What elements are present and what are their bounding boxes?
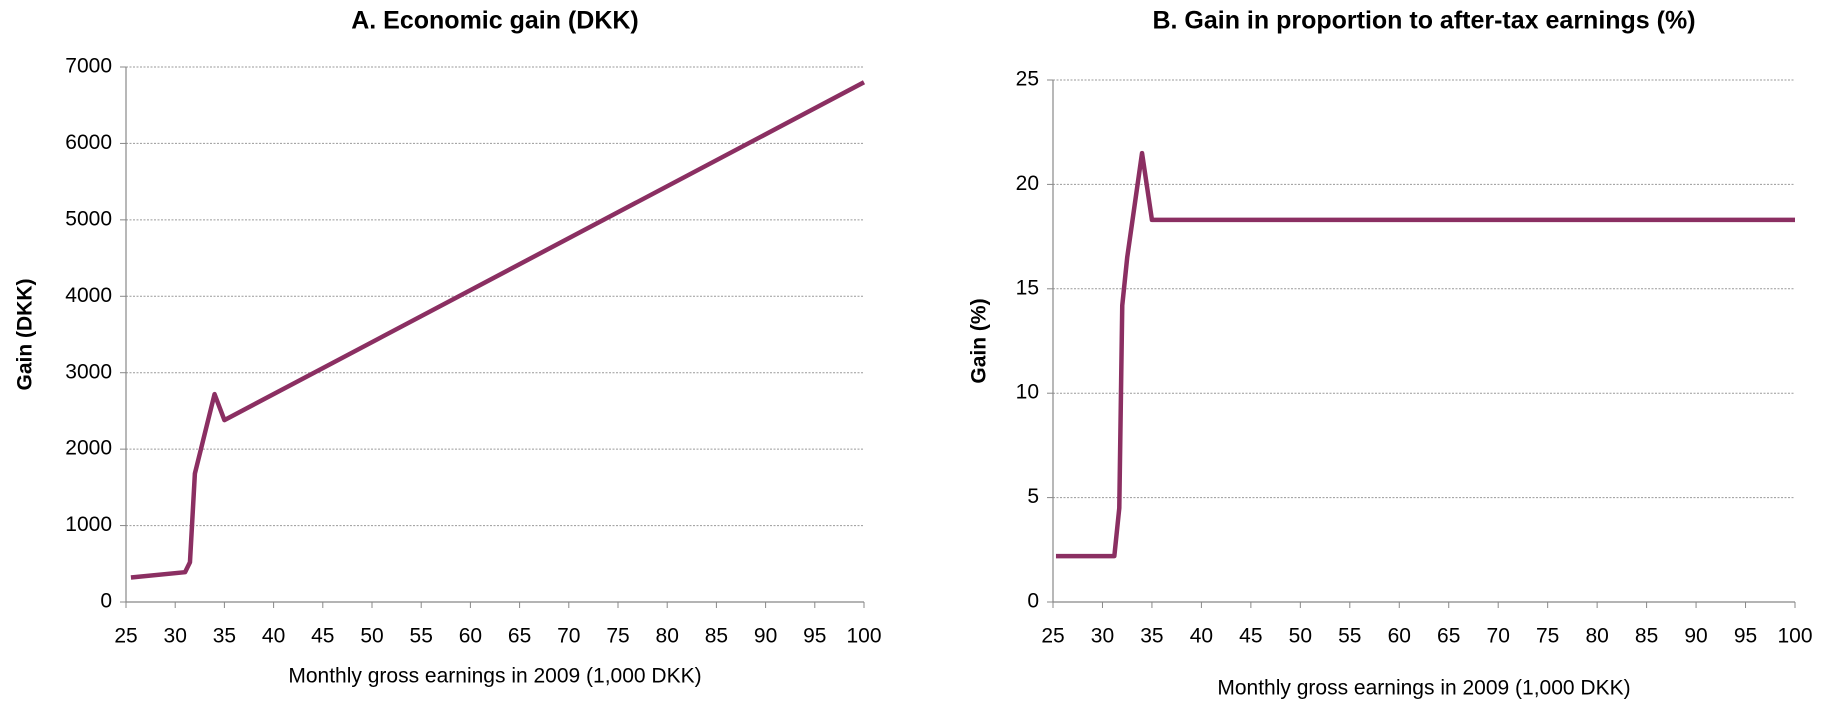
x-axis-label: Monthly gross earnings in 2009 (1,000 DK… [288,665,701,688]
x-tick-label: 35 [213,625,236,648]
y-tick-label: 0 [100,590,112,613]
y-tick-label: 6000 [65,131,112,154]
x-tick-label: 60 [1388,625,1411,648]
x-tick-label: 30 [164,625,187,648]
y-tick-label: 7000 [65,55,112,78]
x-tick-label: 30 [1091,625,1114,648]
y-axis-label: Gain (%) [968,298,991,383]
chart-title: A. Economic gain (DKK) [351,7,639,35]
data-line [130,80,866,580]
y-tick-label: 10 [1016,381,1039,404]
x-tick-label: 40 [262,625,285,648]
x-tick-label: 80 [1585,625,1608,648]
x-tick-label: 25 [114,625,137,648]
x-tick-label: 35 [1140,625,1163,648]
data-line [1055,150,1795,559]
x-tick-label: 75 [1536,625,1559,648]
x-tick-label: 45 [311,625,334,648]
x-tick-label: 95 [1734,625,1757,648]
y-tick-label: 15 [1016,276,1039,299]
x-tick-label: 70 [557,625,580,648]
y-tick-label: 4000 [65,284,112,307]
chart-title: B. Gain in proportion to after-tax earni… [1152,7,1695,35]
x-tick-label: 90 [1684,625,1707,648]
x-tick-label: 50 [360,625,383,648]
x-tick-label: 55 [1338,625,1361,648]
y-tick-label: 0 [1027,590,1039,613]
x-tick-label: 45 [1239,625,1262,648]
x-tick-label: 25 [1041,625,1064,648]
x-tick-label: 50 [1289,625,1312,648]
y-tick-label: 20 [1016,172,1039,195]
x-tick-label: 55 [410,625,433,648]
x-axis-label: Monthly gross earnings in 2009 (1,000 DK… [1217,677,1630,700]
x-tick-label: 60 [459,625,482,648]
y-tick-label: 3000 [65,360,112,383]
x-tick-label: 65 [1437,625,1460,648]
x-tick-label: 85 [705,625,728,648]
y-tick-label: 1000 [65,513,112,536]
x-tick-label: 70 [1487,625,1510,648]
x-tick-label: 40 [1190,625,1213,648]
x-tick-label: 95 [803,625,826,648]
y-tick-label: 5 [1027,485,1039,508]
y-tick-label: 5000 [65,207,112,230]
y-tick-label: 2000 [65,437,112,460]
x-tick-label: 80 [656,625,679,648]
y-tick-label: 25 [1016,68,1039,91]
x-tick-label: 75 [606,625,629,648]
y-axis-label: Gain (DKK) [14,279,37,391]
x-tick-label: 100 [846,625,881,648]
x-tick-label: 85 [1635,625,1658,648]
x-tick-label: 100 [1777,625,1812,648]
x-tick-label: 90 [754,625,777,648]
x-tick-label: 65 [508,625,531,648]
